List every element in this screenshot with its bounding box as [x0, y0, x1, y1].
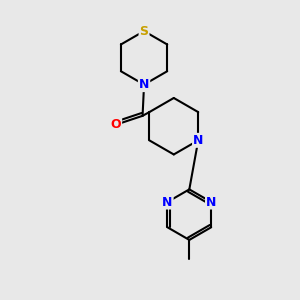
Text: N: N: [139, 78, 149, 91]
Text: N: N: [193, 134, 203, 147]
Text: N: N: [162, 196, 172, 208]
Text: N: N: [206, 196, 216, 208]
Text: S: S: [140, 25, 148, 38]
Text: O: O: [110, 118, 121, 131]
